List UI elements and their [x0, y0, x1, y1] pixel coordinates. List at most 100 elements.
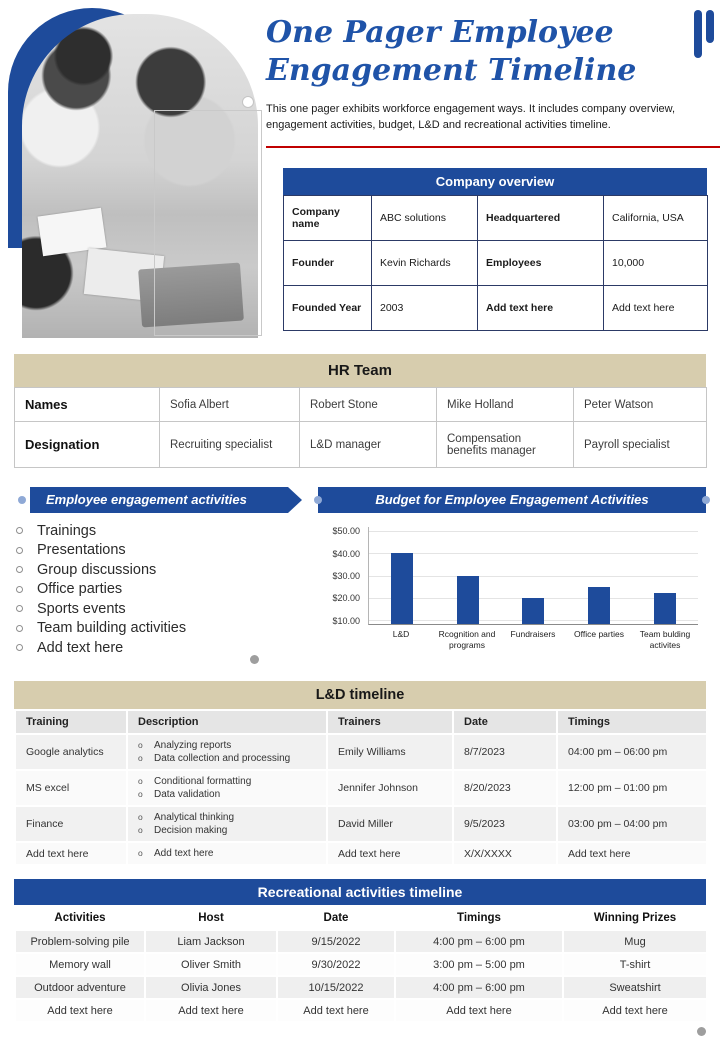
ld-timeline-table: Training Description Trainers Date Timings Go…	[14, 709, 708, 866]
budget-chart-title: Budget for Employee Engagement Activitie…	[375, 492, 649, 507]
description-cell: o Add text here	[126, 841, 328, 866]
description-line: o Analytical thinking	[138, 811, 316, 824]
table-row: Google analytics o Analyzing reports o Data …	[14, 733, 708, 771]
timings-cell: 04:00 pm – 06:00 pm	[556, 733, 708, 771]
hero-photo	[22, 14, 258, 338]
bullet-icon: o	[138, 789, 143, 799]
cell: Add text here	[562, 998, 708, 1023]
training-cell: Finance	[14, 805, 128, 843]
cell: 10/15/2022	[276, 975, 396, 1000]
table-header-row: Training Description Trainers Date Timings	[14, 709, 708, 735]
y-tick-label: $30.00	[332, 571, 360, 581]
trainer-cell: David Miller	[326, 805, 454, 843]
cell: 3:00 pm – 5:00 pm	[394, 952, 564, 977]
engagement-activities-banner: Employee engagement activities	[30, 487, 302, 513]
description-text: Data collection and processing	[154, 753, 291, 764]
bar-group	[632, 527, 698, 624]
bar	[390, 553, 413, 624]
founded-year-label: Founded Year	[283, 285, 372, 331]
designation-cell: Recruiting specialist	[159, 421, 300, 468]
circle-bullet-icon	[16, 527, 23, 535]
title-line-2: Engagement Timeline	[266, 53, 637, 89]
cell: Liam Jackson	[144, 929, 278, 954]
trainer-cell: Jennifer Johnson	[326, 769, 454, 807]
description-cell: o Analytical thinking o Decision making	[126, 805, 328, 843]
bullet-icon: o	[138, 825, 143, 835]
cell: Add text here	[276, 998, 396, 1023]
gridline	[369, 553, 698, 555]
description-line: o Data collection and processing	[138, 752, 316, 765]
red-divider	[266, 146, 720, 148]
chart-plot	[368, 527, 698, 625]
banner-dot-icon	[314, 496, 322, 504]
circle-bullet-icon	[16, 585, 23, 593]
table-row: Memory wall Oliver Smith 9/30/2022 3:00 pm …	[14, 952, 708, 977]
decor-dot	[697, 1027, 706, 1036]
list-item-label: Group discussions	[37, 561, 157, 578]
column-header: Timings	[394, 905, 564, 931]
ld-timeline-section: L&D timeline Training Description Trainers…	[14, 681, 708, 866]
table-row: Add text here o Add text here Add text here…	[14, 841, 708, 866]
page-title: One Pager Employee Engagement Timeline	[266, 14, 706, 90]
founded-year-value: 2003	[371, 285, 478, 331]
employees-label: Employees	[477, 240, 604, 286]
description-line: o Conditional formatting	[138, 775, 316, 788]
trainer-cell: Emily Williams	[326, 733, 454, 771]
training-cell: Add text here	[14, 841, 128, 866]
description-line: o Data validation	[138, 788, 316, 801]
recreational-timeline-title: Recreational activities timeline	[14, 879, 706, 905]
circle-bullet-icon	[16, 624, 23, 632]
ld-timeline-title: L&D timeline	[14, 681, 706, 709]
description-cell: o Conditional formatting o Data validation	[126, 769, 328, 807]
timings-cell: 03:00 pm – 04:00 pm	[556, 805, 708, 843]
recreational-body: Activities Host Date Timings Winning Prizes P…	[14, 905, 708, 1023]
bar	[456, 575, 479, 624]
table-row: Problem-solving pile Liam Jackson 9/15/202…	[14, 929, 708, 954]
date-cell: 9/5/2023	[452, 805, 558, 843]
gridline	[369, 531, 698, 533]
name-cell: Peter Watson	[573, 387, 707, 422]
hr-team-table: Names Sofia Albert Robert Stone Mike Hol…	[14, 387, 707, 468]
cell: Problem-solving pile	[14, 929, 146, 954]
x-tick-label: Team bulding activites	[639, 629, 691, 650]
description-line: o Decision making	[138, 824, 316, 837]
headquartered-value: California, USA	[603, 195, 708, 241]
cell: Olivia Jones	[144, 975, 278, 1000]
cell: Sweatshirt	[562, 975, 708, 1000]
pause-bar-icon	[694, 10, 702, 58]
budget-chart-section: Budget for Employee Engagement Activitie…	[314, 487, 710, 650]
circle-bullet-icon	[16, 546, 23, 554]
description-cell: o Analyzing reports o Data collection and p…	[126, 733, 328, 771]
list-item-label: Sports events	[37, 600, 126, 617]
training-cell: MS excel	[14, 769, 128, 807]
list-item-label: Trainings	[37, 522, 97, 539]
date-cell: X/X/XXXX	[452, 841, 558, 866]
date-cell: 8/20/2023	[452, 769, 558, 807]
x-tick-label: L&D	[392, 629, 410, 639]
table-row: MS excel o Conditional formatting o Data val…	[14, 769, 708, 807]
bar-group	[501, 527, 567, 624]
list-item: Group discussions	[16, 560, 296, 580]
table-row: Company name ABC solutions Headquartered…	[283, 195, 708, 241]
column-header: Activities	[14, 905, 146, 931]
description-line: o Analyzing reports	[138, 739, 316, 752]
hr-team-title: HR Team	[14, 354, 706, 387]
list-item-label: Add text here	[37, 639, 124, 656]
engagement-activities-section: Employee engagement activities Trainings…	[14, 487, 310, 667]
placeholder-label: Add text here	[477, 285, 604, 331]
cell: 9/15/2022	[276, 929, 396, 954]
placeholder-value: Add text here	[603, 285, 708, 331]
cell: Add text here	[144, 998, 278, 1023]
cell: 4:00 pm – 6:00 pm	[394, 929, 564, 954]
table-row: Names Sofia Albert Robert Stone Mike Hol…	[14, 387, 707, 422]
name-cell: Mike Holland	[436, 387, 574, 422]
designation-label: Designation	[14, 421, 160, 468]
column-header: Date	[452, 709, 558, 735]
list-item: Office parties	[16, 580, 296, 600]
pause-bar-icon	[706, 10, 714, 43]
chart-x-labels: L&D Rcognition and programs Fundraisers Off…	[368, 629, 698, 650]
chart-y-axis: $50.00 $40.00 $30.00 $20.00 $10.00	[318, 526, 366, 625]
bullet-icon: o	[138, 812, 143, 822]
table-row: Founded Year 2003 Add text here Add text…	[283, 285, 708, 331]
